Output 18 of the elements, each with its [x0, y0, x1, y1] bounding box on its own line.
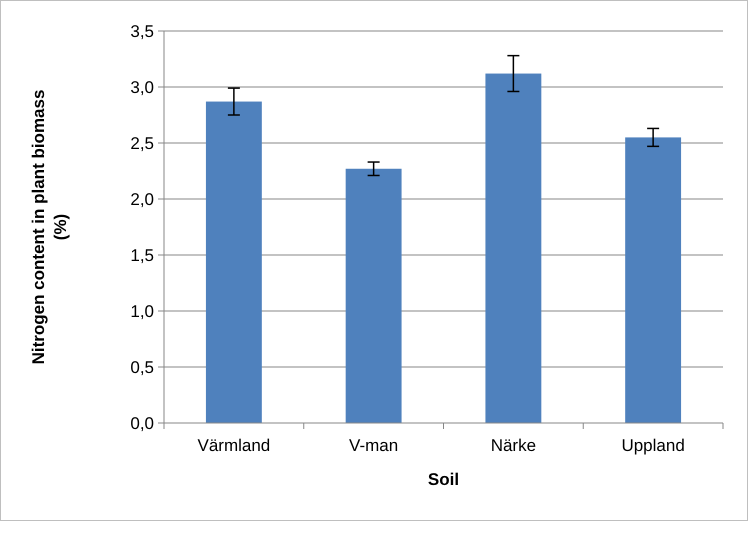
x-tick-label: Uppland: [621, 436, 685, 455]
bar: [206, 102, 262, 423]
y-tick-label: 2,0: [130, 190, 154, 209]
y-tick-label: 1,5: [130, 246, 154, 265]
y-tick-label: 1,0: [130, 302, 154, 321]
y-tick-label: 3,0: [130, 78, 154, 97]
bar: [485, 74, 542, 423]
y-axis-title: Nitrogen content in plant biomass (%): [29, 90, 70, 364]
bar: [346, 168, 402, 423]
bar: [625, 137, 682, 423]
x-tick-label: Värmland: [197, 436, 270, 455]
x-axis-title: Soil: [428, 470, 460, 489]
y-tick-label: 2,5: [130, 134, 154, 153]
x-tick-label: V-man: [349, 436, 398, 455]
y-tick-label: 0,0: [130, 414, 154, 433]
y-tick-label: 0,5: [130, 358, 154, 377]
y-tick-label: 3,5: [130, 22, 154, 41]
x-tick-label: Närke: [490, 436, 536, 455]
